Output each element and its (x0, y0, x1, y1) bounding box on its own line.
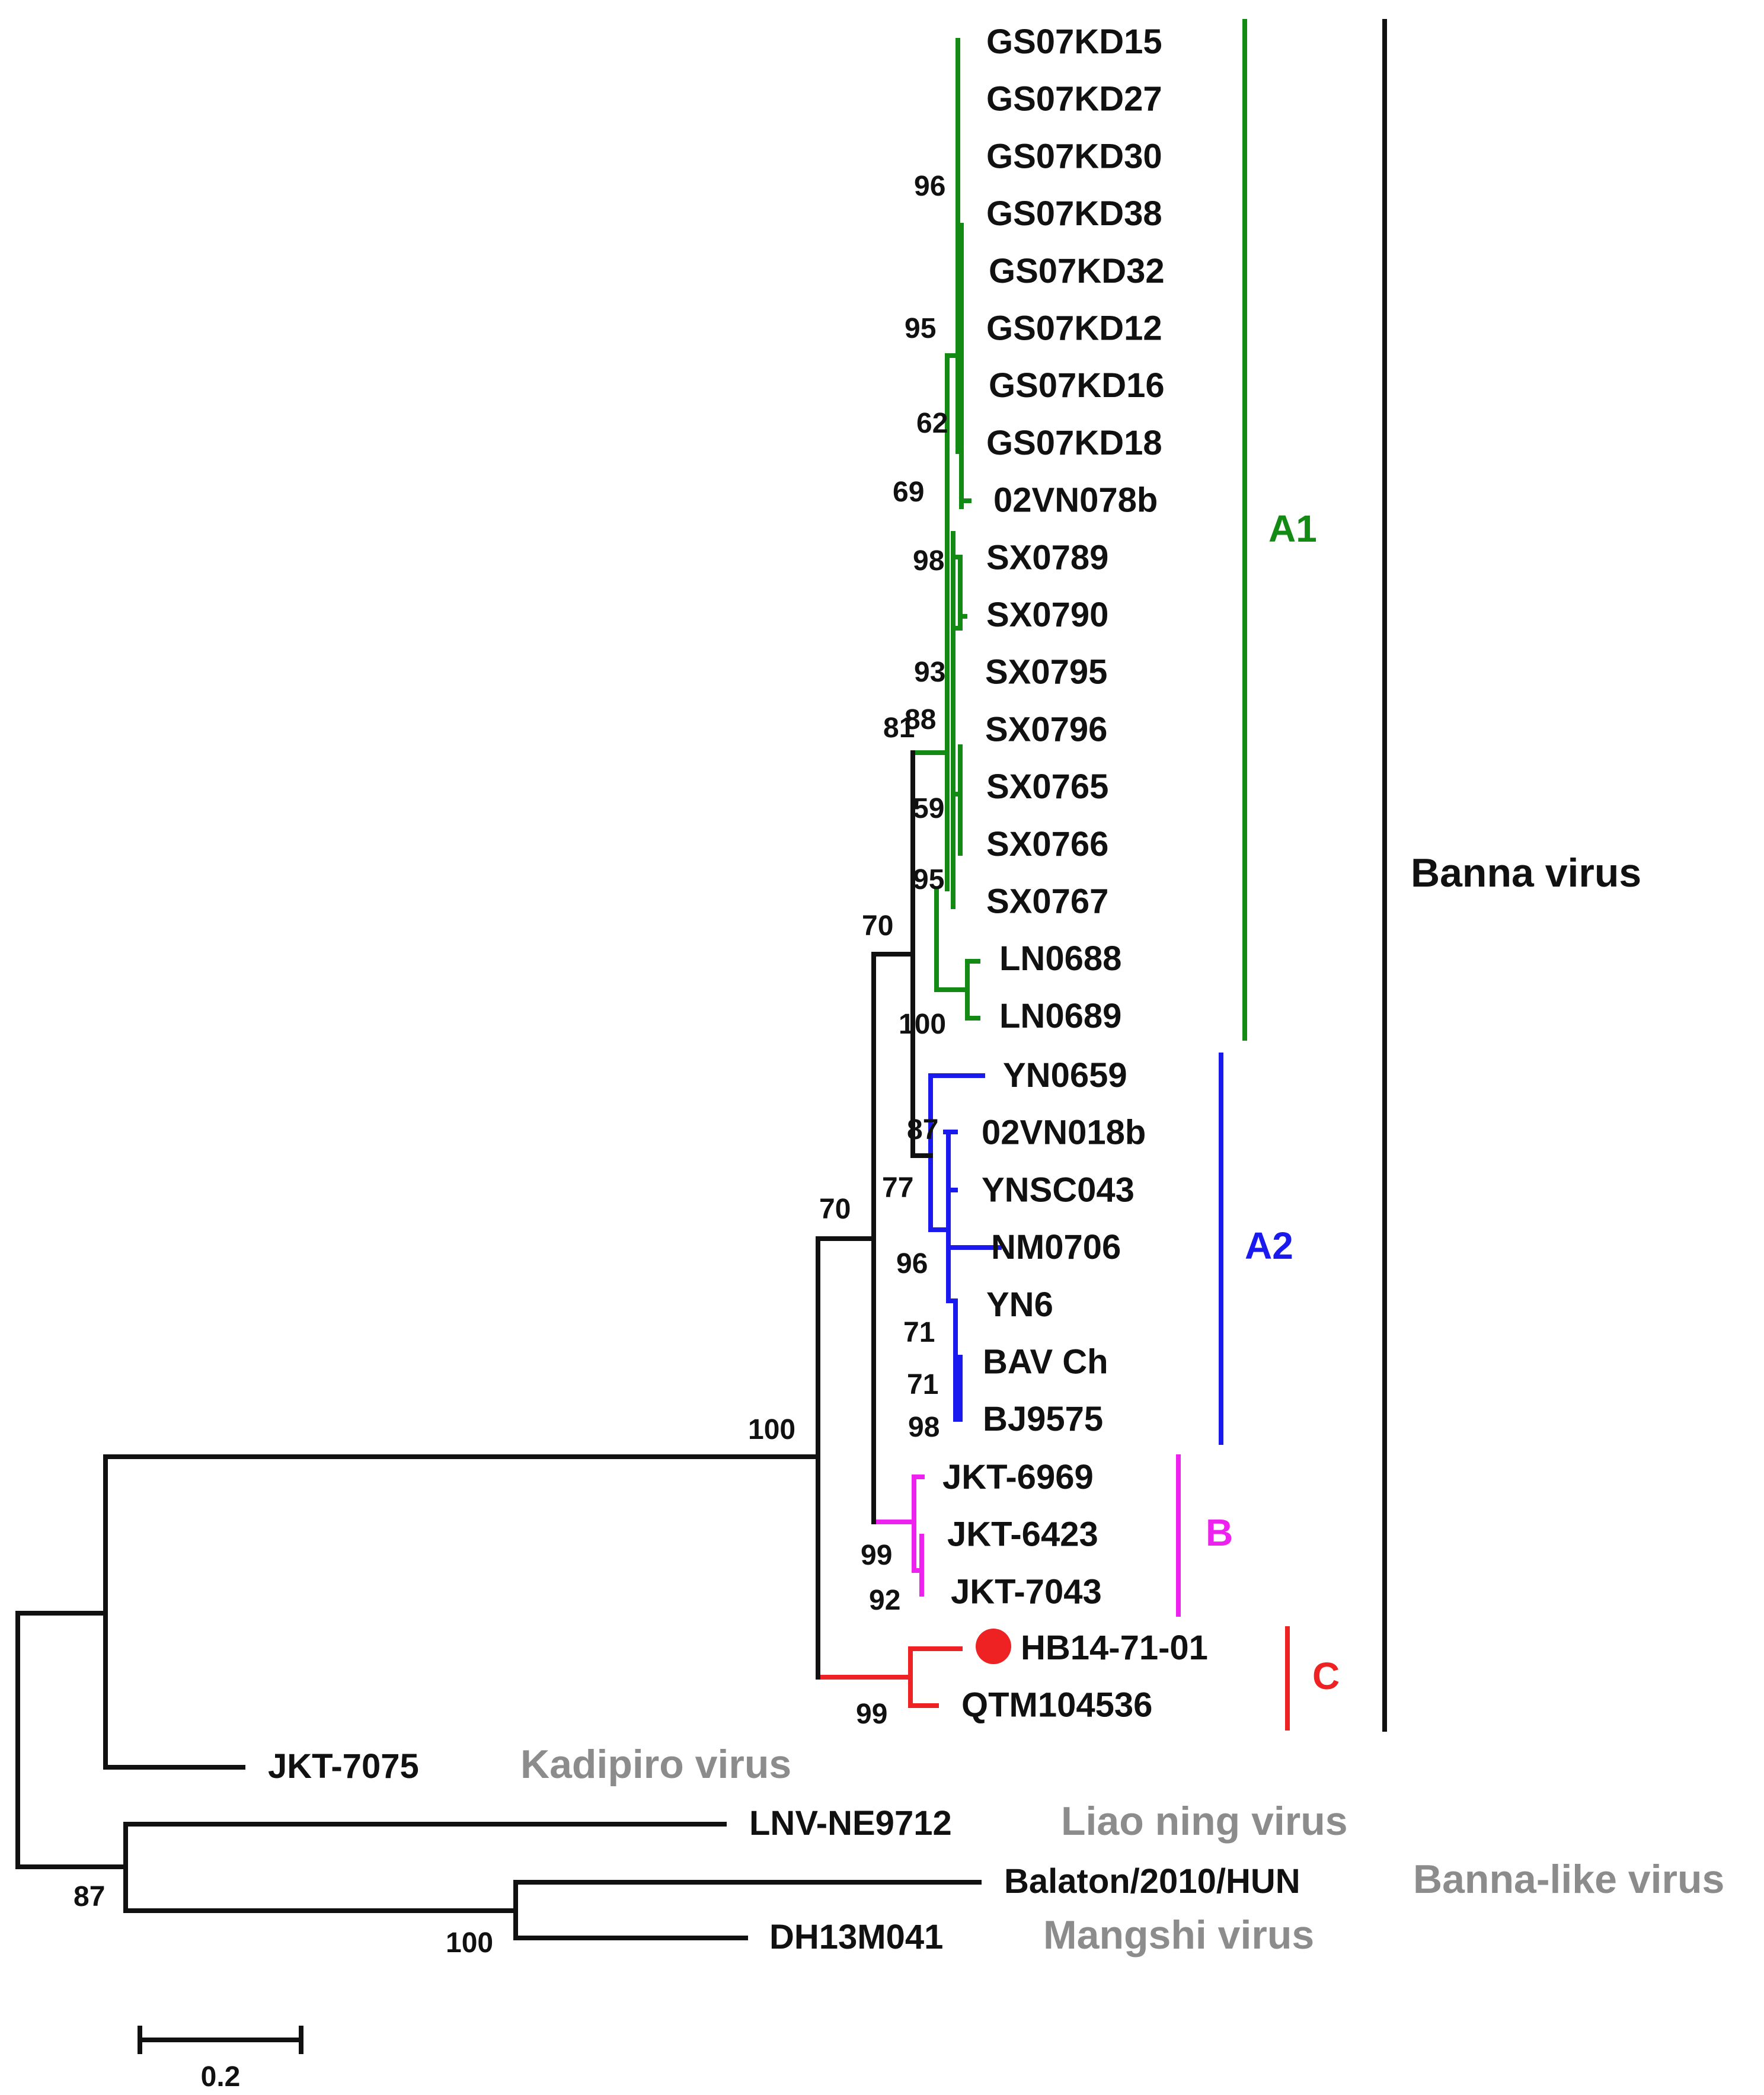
bootstrap-value: 93 (914, 657, 945, 688)
bootstrap-value: 87 (907, 1114, 938, 1146)
taxon-label: YNSC043 (982, 1170, 1135, 1209)
bootstrap-value: 98 (913, 545, 944, 577)
bootstrap-value: 71 (907, 1369, 938, 1400)
bootstrap-value: 100 (748, 1414, 795, 1445)
taxon-label: SX0765 (986, 767, 1108, 806)
taxon-label: Balaton/2010/HUN (1004, 1862, 1300, 1901)
taxon-label: YN0659 (1003, 1056, 1127, 1095)
clade-a1-branches (910, 38, 980, 1146)
clade-label-c: C (1312, 1655, 1340, 1697)
taxon-label: LN0688 (999, 939, 1121, 978)
taxon-label: GS07KD12 (986, 309, 1162, 348)
scale-bar-label: 0.2 (201, 2061, 241, 2093)
bootstrap-value: 88 (905, 704, 936, 735)
tree-backbone (15, 750, 982, 1940)
taxon-label: LNV-NE9712 (749, 1804, 952, 1843)
group-label-banna-virus: Banna virus (1411, 850, 1641, 895)
bootstrap-value: 70 (862, 910, 893, 942)
clade-b-branches (871, 1475, 925, 1597)
taxon-label: 02VN018b (982, 1114, 1146, 1152)
bootstrap-value: 95 (905, 313, 936, 344)
taxon-label: HB14-71-01 (1021, 1629, 1208, 1667)
bootstrap-value: 96 (914, 171, 945, 202)
bootstrap-value: 99 (856, 1699, 887, 1730)
group-label-kadipiro-virus: Kadipiro virus (520, 1742, 791, 1787)
bootstrap-value: 95 (913, 864, 944, 895)
taxon-label: SX0767 (986, 882, 1108, 921)
group-label-liao-ning-virus: Liao ning virus (1061, 1799, 1348, 1844)
clade-b-labels: JKT-6969 JKT-6423 JKT-7043 (942, 1458, 1102, 1611)
clade-a2-branches (928, 1073, 1002, 1422)
taxon-label: GS07KD18 (986, 424, 1162, 462)
highlight-dot-icon (976, 1629, 1011, 1664)
bootstrap-value: 87 (74, 1881, 105, 1912)
clade-a2-labels: YN0659 02VN018b YNSC043 NM0706 YN6 BAV Ch BJ95… (982, 1056, 1146, 1438)
bootstrap-value: 59 (913, 793, 944, 824)
taxon-label: JKT-6969 (942, 1458, 1094, 1496)
taxon-label: LN0689 (999, 997, 1121, 1035)
taxon-label: JKT-6423 (947, 1515, 1098, 1554)
taxon-label: GS07KD16 (989, 366, 1165, 405)
group-label-banna-like-virus: Banna-like virus (1413, 1857, 1724, 1902)
bootstrap-value: 92 (869, 1585, 900, 1616)
taxon-label: SX0796 (985, 710, 1107, 749)
bootstrap-value: 70 (819, 1194, 851, 1225)
taxon-label: GS07KD38 (986, 194, 1162, 233)
taxon-label: QTM104536 (961, 1686, 1152, 1725)
taxon-label: NM0706 (991, 1228, 1121, 1266)
taxon-label: 02VN078b (993, 481, 1158, 520)
group-label-mangshi-virus: Mangshi virus (1043, 1912, 1314, 1958)
bootstrap-value: 96 (896, 1248, 928, 1280)
bootstrap-value: 71 (903, 1317, 935, 1348)
clade-c-labels: HB14-71-01 QTM104536 (961, 1629, 1208, 1725)
clade-label-b: B (1206, 1511, 1233, 1554)
bootstrap-value: 100 (446, 1927, 493, 1959)
taxon-label: BAV Ch (983, 1343, 1108, 1381)
taxon-label: YN6 (986, 1285, 1053, 1324)
clade-label-a1: A1 (1268, 507, 1317, 550)
bootstrap-value: 99 (861, 1540, 892, 1571)
bootstrap-value: 81 (883, 712, 915, 744)
bootstrap-value: 98 (908, 1412, 939, 1443)
bootstrap-value: 100 (899, 1009, 946, 1040)
taxon-label: GS07KD30 (986, 137, 1162, 175)
taxon-label: JKT-7043 (951, 1572, 1102, 1611)
clade-label-a2: A2 (1245, 1224, 1293, 1267)
taxon-label: GS07KD27 (986, 80, 1162, 119)
taxon-label: GS07KD15 (986, 23, 1162, 61)
clade-a1-labels: GS07KD15 GS07KD27 GS07KD30 GS07KD38 GS07KD32… (985, 23, 1165, 1035)
taxon-label: GS07KD32 (989, 252, 1165, 290)
bootstrap-value: 69 (893, 476, 924, 508)
taxon-label: SX0789 (986, 538, 1108, 577)
bootstrap-value: 77 (882, 1172, 913, 1204)
taxon-label: DH13M041 (769, 1918, 943, 1956)
taxon-label: SX0795 (985, 653, 1107, 692)
taxon-label: JKT-7075 (268, 1747, 419, 1786)
taxon-label: SX0790 (986, 596, 1108, 634)
scale-bar (138, 2026, 303, 2054)
taxon-label: SX0766 (986, 825, 1108, 863)
bootstrap-value: 62 (916, 408, 948, 439)
clade-c-branches (816, 1646, 963, 1708)
taxon-label: BJ9575 (983, 1400, 1103, 1438)
